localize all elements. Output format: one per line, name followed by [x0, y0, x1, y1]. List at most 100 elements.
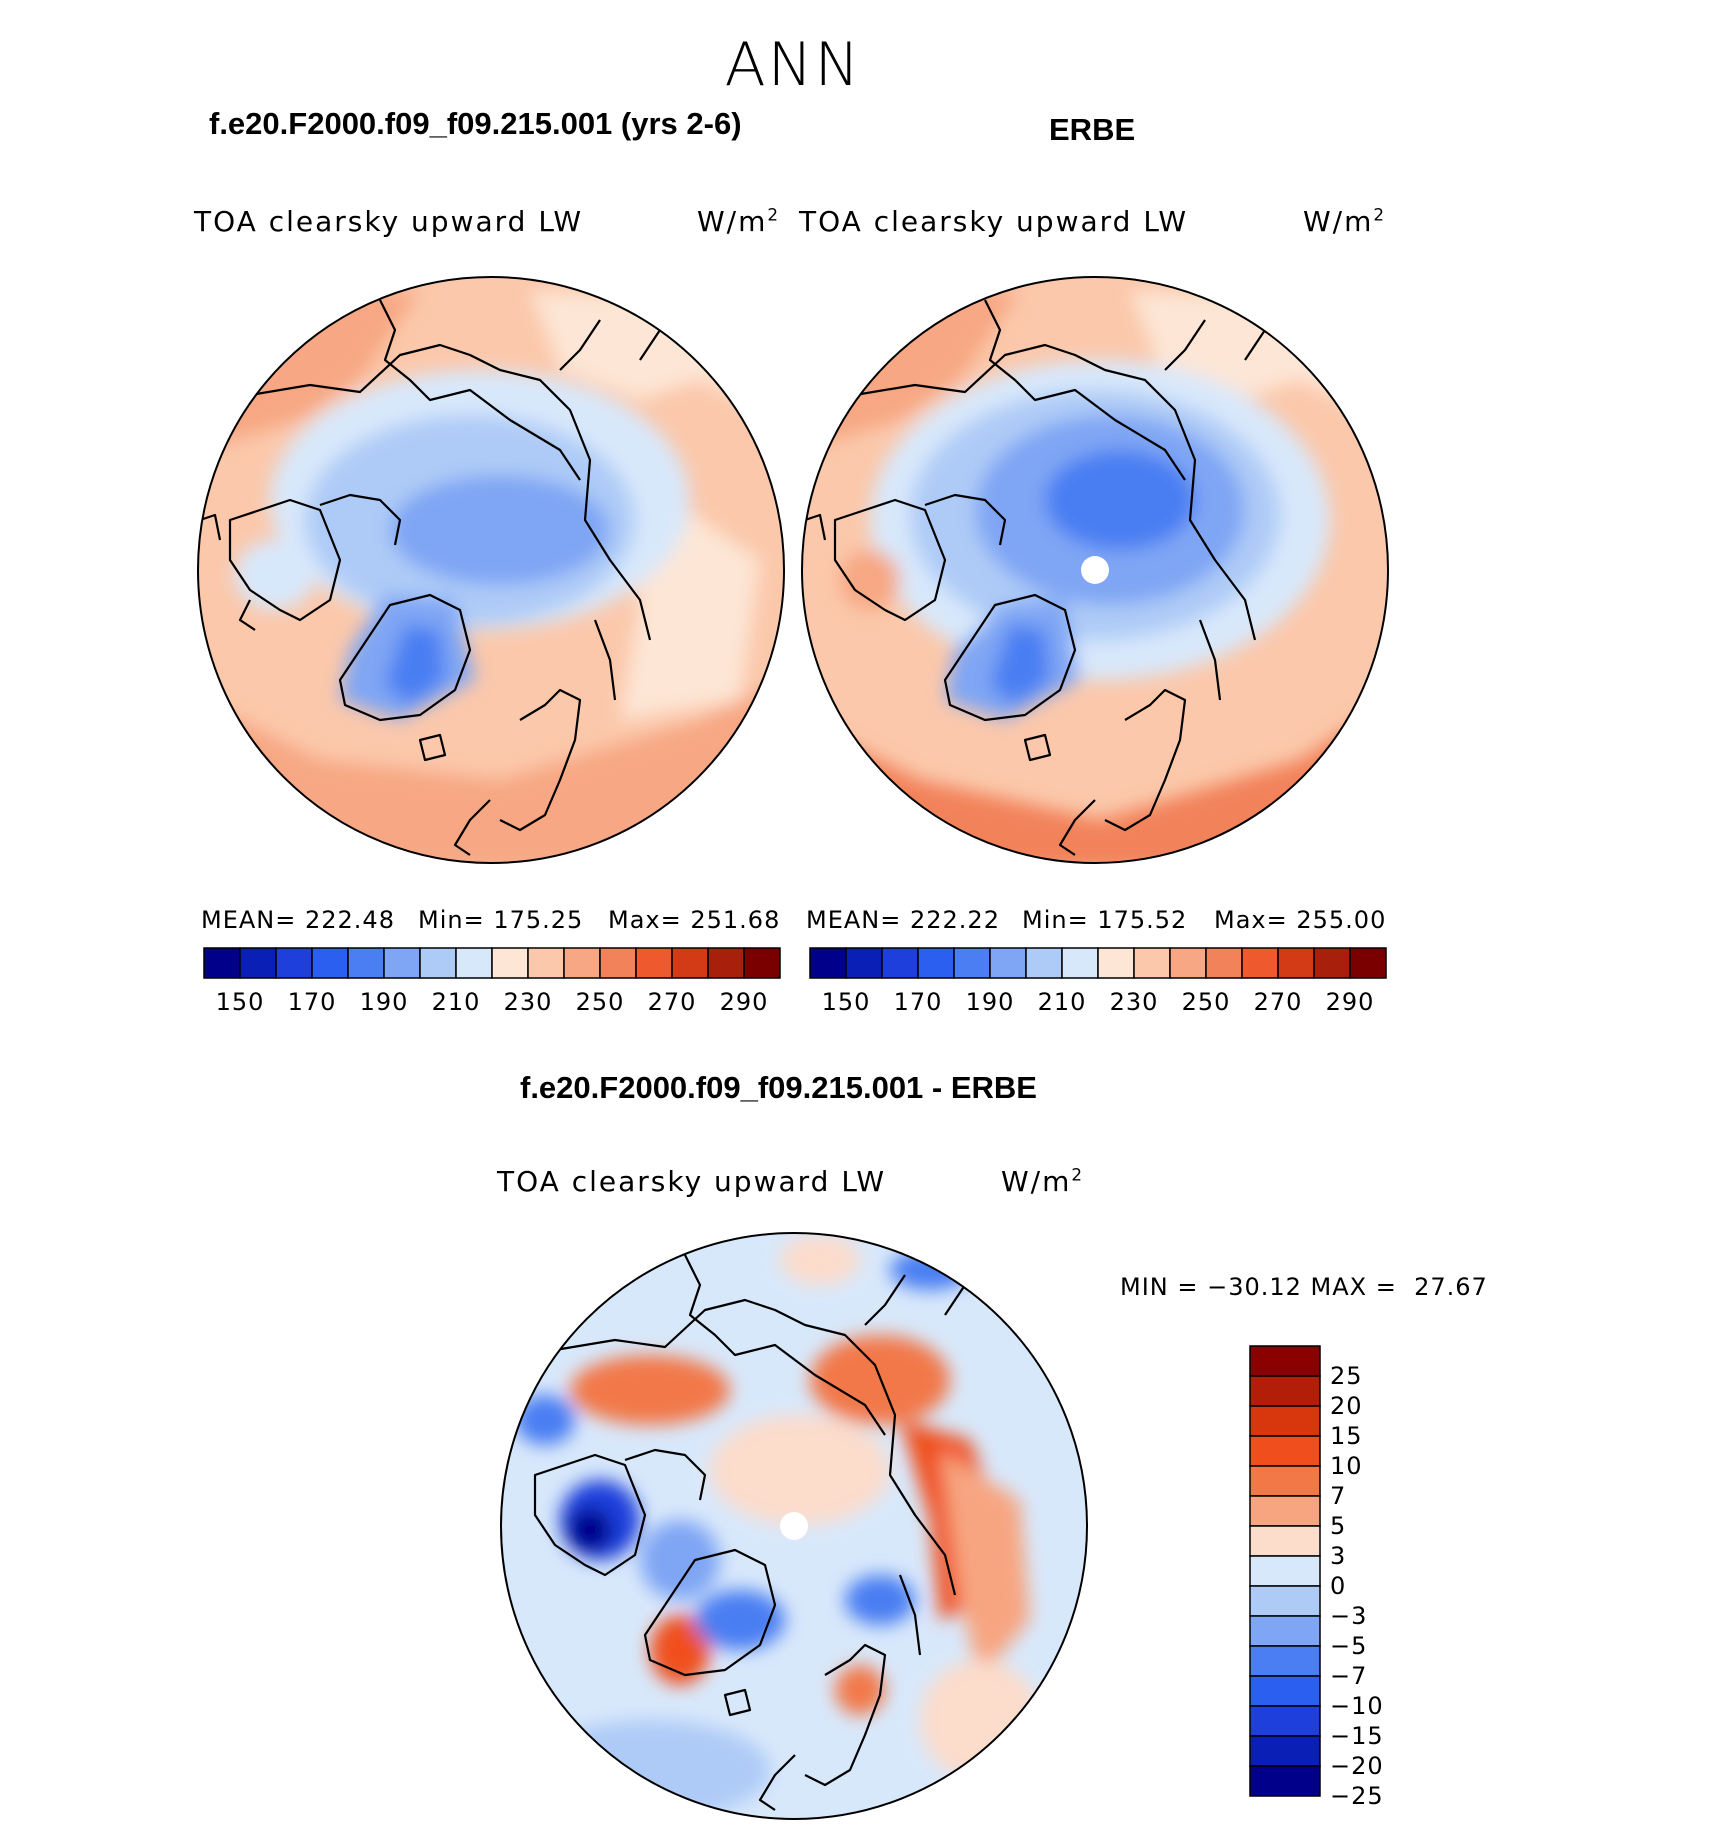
colorbar-swatch — [527, 947, 565, 979]
diff-minmax: MIN = −30.12 MAX = 27.67 — [1120, 1273, 1488, 1301]
obs-field-label: TOA clearsky upward LW — [799, 205, 1189, 238]
colorbar-tick-label: 250 — [1181, 988, 1231, 1016]
obs-max: Max= 255.00 — [1214, 906, 1387, 934]
model-mean: MEAN= 222.48 — [201, 906, 395, 934]
colorbar-swatch — [1249, 1465, 1321, 1497]
colorbar-tick-label: −5 — [1330, 1632, 1368, 1660]
colorbar-swatch — [1249, 1375, 1321, 1407]
colorbar-swatch — [1249, 1405, 1321, 1437]
colorbar-swatch — [743, 947, 781, 979]
colorbar-swatch — [1249, 1675, 1321, 1707]
colorbar-swatch — [455, 947, 493, 979]
colorbar-swatch — [239, 947, 277, 979]
colorbar-swatch — [809, 947, 847, 979]
colorbar-tick-label: 25 — [1330, 1362, 1363, 1390]
colorbar-tick-label: 150 — [215, 988, 265, 1016]
colorbar-tick-label: 290 — [719, 988, 769, 1016]
diff-colorbar — [1249, 1345, 1321, 1797]
diff-polar-map — [500, 1232, 1088, 1820]
colorbar-tick-label: −15 — [1330, 1722, 1384, 1750]
colorbar-tick-label: −20 — [1330, 1752, 1384, 1780]
model-panel-title: f.e20.F2000.f09_f09.215.001 (yrs 2-6) — [209, 106, 742, 141]
colorbar-swatch — [1249, 1705, 1321, 1737]
model-units-label: W/m2 — [697, 204, 781, 238]
colorbar-swatch — [491, 947, 529, 979]
colorbar-swatch — [1169, 947, 1207, 979]
colorbar-swatch — [1097, 947, 1135, 979]
colorbar-swatch — [1249, 1585, 1321, 1617]
obs-polar-map — [801, 276, 1389, 864]
colorbar-swatch — [1249, 1495, 1321, 1527]
colorbar-tick-label: 150 — [821, 988, 871, 1016]
colorbar-swatch — [1313, 947, 1351, 979]
colorbar-swatch — [707, 947, 745, 979]
colorbar-swatch — [1249, 1615, 1321, 1647]
colorbar-swatch — [1025, 947, 1063, 979]
colorbar-tick-label: 270 — [647, 988, 697, 1016]
colorbar-tick-label: 230 — [503, 988, 553, 1016]
colorbar-swatch — [1349, 947, 1387, 979]
model-min: Min= 175.25 — [418, 906, 584, 934]
colorbar-swatch — [671, 947, 709, 979]
colorbar-swatch — [1249, 1735, 1321, 1767]
colorbar-tick-label: −25 — [1330, 1782, 1384, 1810]
colorbar-tick-label: 250 — [575, 988, 625, 1016]
diff-field-label: TOA clearsky upward LW — [497, 1165, 887, 1198]
colorbar-swatch — [1249, 1555, 1321, 1587]
colorbar-tick-label: 210 — [431, 988, 481, 1016]
colorbar-swatch — [419, 947, 457, 979]
obs-units-label: W/m2 — [1303, 204, 1387, 238]
model-polar-map — [197, 276, 785, 864]
colorbar-swatch — [383, 947, 421, 979]
colorbar-swatch — [1249, 1645, 1321, 1677]
obs-mean: MEAN= 222.22 — [806, 906, 1000, 934]
colorbar-tick-label: 230 — [1109, 988, 1159, 1016]
colorbar-tick-label: 170 — [893, 988, 943, 1016]
colorbar-tick-label: 210 — [1037, 988, 1087, 1016]
colorbar-swatch — [1249, 1345, 1321, 1377]
model-field-label: TOA clearsky upward LW — [194, 205, 584, 238]
colorbar-swatch — [845, 947, 883, 979]
obs-panel-title: ERBE — [1049, 112, 1136, 147]
colorbar-swatch — [1061, 947, 1099, 979]
colorbar-swatch — [311, 947, 349, 979]
colorbar-swatch — [1249, 1765, 1321, 1797]
colorbar-tick-label: −7 — [1330, 1662, 1368, 1690]
colorbar-swatch — [203, 947, 241, 979]
colorbar-tick-label: 20 — [1330, 1392, 1363, 1420]
colorbar-swatch — [953, 947, 991, 979]
colorbar-tick-label: 170 — [287, 988, 337, 1016]
colorbar-swatch — [1241, 947, 1279, 979]
model-colorbar — [203, 947, 781, 979]
colorbar-tick-label: 3 — [1330, 1542, 1347, 1570]
colorbar-tick-label: 5 — [1330, 1512, 1347, 1540]
colorbar-swatch — [1133, 947, 1171, 979]
colorbar-tick-label: 190 — [359, 988, 409, 1016]
colorbar-swatch — [881, 947, 919, 979]
colorbar-swatch — [635, 947, 673, 979]
colorbar-swatch — [1249, 1525, 1321, 1557]
colorbar-tick-label: 10 — [1330, 1452, 1363, 1480]
colorbar-tick-label: 190 — [965, 988, 1015, 1016]
colorbar-tick-label: 0 — [1330, 1572, 1347, 1600]
colorbar-swatch — [599, 947, 637, 979]
colorbar-swatch — [347, 947, 385, 979]
colorbar-tick-label: −10 — [1330, 1692, 1384, 1720]
colorbar-swatch — [1205, 947, 1243, 979]
obs-min: Min= 175.52 — [1022, 906, 1188, 934]
diff-panel-title: f.e20.F2000.f09_f09.215.001 - ERBE — [520, 1070, 1037, 1105]
colorbar-tick-label: −3 — [1330, 1602, 1368, 1630]
colorbar-tick-label: 15 — [1330, 1422, 1363, 1450]
colorbar-swatch — [989, 947, 1027, 979]
model-max: Max= 251.68 — [608, 906, 781, 934]
colorbar-tick-label: 290 — [1325, 988, 1375, 1016]
colorbar-swatch — [563, 947, 601, 979]
colorbar-tick-label: 270 — [1253, 988, 1303, 1016]
colorbar-swatch — [1277, 947, 1315, 979]
colorbar-swatch — [1249, 1435, 1321, 1467]
colorbar-swatch — [917, 947, 955, 979]
obs-colorbar — [809, 947, 1387, 979]
diff-units-label: W/m2 — [1001, 1164, 1085, 1198]
colorbar-swatch — [275, 947, 313, 979]
